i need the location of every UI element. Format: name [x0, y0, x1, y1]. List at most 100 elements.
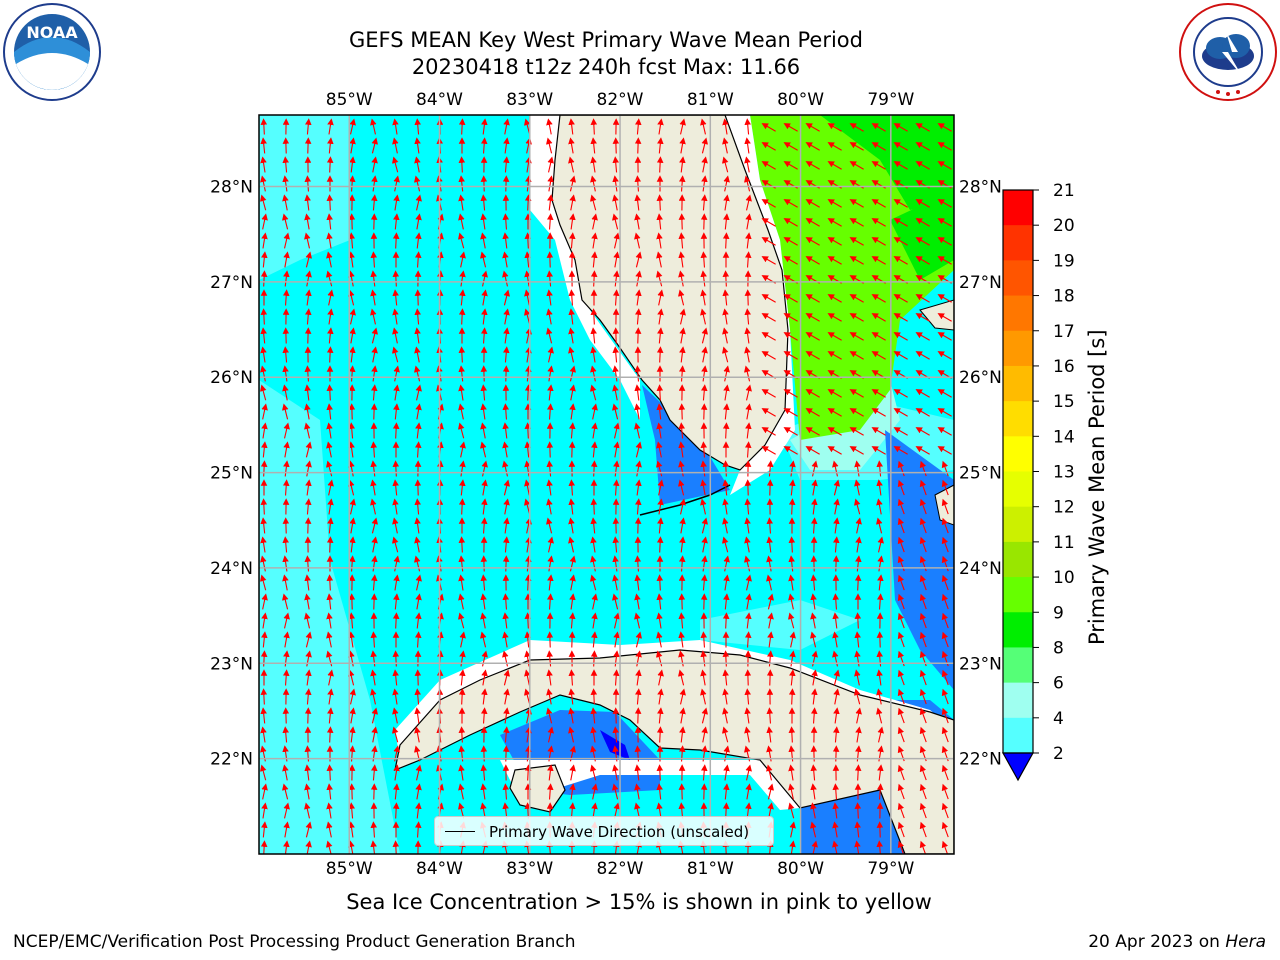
- wave-arrow: [568, 612, 576, 629]
- wave-arrow: [283, 631, 290, 648]
- wave-arrow: [893, 218, 908, 227]
- wave-arrow: [282, 479, 290, 496]
- wave-arrow: [370, 631, 378, 648]
- wave-arrow: [871, 389, 886, 398]
- wave-arrow: [871, 218, 886, 227]
- wave-arrow: [919, 593, 927, 610]
- wave-arrow: [612, 669, 620, 686]
- wave-arrow: [327, 517, 334, 534]
- wave-arrow: [414, 536, 421, 553]
- wave-arrow: [503, 707, 510, 724]
- wave-arrow: [458, 118, 466, 135]
- wave-arrow: [348, 365, 356, 382]
- wave-arrow: [612, 764, 619, 781]
- wave-arrow: [304, 175, 312, 192]
- wave-arrow: [480, 403, 487, 420]
- wave-arrow: [612, 365, 619, 382]
- wave-arrow: [283, 650, 290, 667]
- wave-arrow: [391, 726, 399, 743]
- wave-arrow: [304, 555, 312, 572]
- wave-arrow: [349, 688, 356, 705]
- wave-arrow: [348, 555, 356, 572]
- wave-arrow: [744, 137, 751, 154]
- wave-arrow: [261, 441, 268, 458]
- lon-ticks-bottom: 85°W 84°W 83°W 82°W 81°W 80°W 79°W: [326, 859, 915, 879]
- wave-arrow: [897, 536, 905, 553]
- wave-arrow: [783, 389, 798, 398]
- wave-arrow: [348, 631, 355, 648]
- wave-arrow: [849, 161, 864, 170]
- wave-arrow: [502, 270, 509, 287]
- wave-arrow: [941, 536, 949, 553]
- wave-arrow: [877, 536, 884, 553]
- wave-arrow: [348, 270, 355, 287]
- wave-arrow: [854, 612, 862, 629]
- wave-arrow: [304, 688, 312, 705]
- wave-arrow: [392, 498, 399, 515]
- wave-arrow: [391, 156, 399, 173]
- wave-arrow: [854, 669, 861, 686]
- wave-arrow: [481, 308, 488, 325]
- wave-arrow: [937, 237, 952, 246]
- wave-arrow: [305, 631, 312, 648]
- wave-arrow: [415, 764, 422, 781]
- wave-arrow: [305, 251, 312, 268]
- wave-arrow: [612, 593, 619, 610]
- wave-arrow: [827, 294, 842, 303]
- wave-arrow: [503, 137, 510, 154]
- wave-arrow: [766, 726, 773, 743]
- colorbar-segment: [1003, 612, 1033, 648]
- wave-arrow: [745, 194, 752, 211]
- zone-light-cuba-n: [700, 600, 860, 650]
- colorbar-tick-label: 12: [1053, 498, 1075, 518]
- wave-arrow: [304, 194, 311, 211]
- wave-arrow: [326, 764, 334, 781]
- wave-arrow: [349, 156, 356, 173]
- credit-date: 20 Apr 2023 on: [1088, 932, 1226, 952]
- wave-arrow: [919, 460, 927, 477]
- wave-arrow: [348, 840, 355, 854]
- wave-arrow: [827, 446, 842, 455]
- wave-arrow: [480, 384, 488, 401]
- wave-arrow: [590, 365, 597, 382]
- wave-arrow: [678, 555, 686, 572]
- wave-arrow: [305, 441, 312, 458]
- wave-arrow: [893, 199, 908, 208]
- wave-arrow: [459, 669, 466, 686]
- wave-arrow: [635, 460, 642, 477]
- wave-arrow: [701, 175, 708, 192]
- lat-ticks-right: 28°N 27°N 26°N 25°N 24°N 23°N 22°N: [959, 178, 1002, 770]
- wave-arrow: [723, 403, 730, 420]
- colorbar-segment: [1003, 682, 1033, 719]
- wave-arrow: [849, 427, 864, 436]
- wave-arrow: [259, 574, 267, 591]
- wave-arrow: [590, 650, 598, 667]
- colorbar-tick-label: 10: [1053, 568, 1075, 588]
- noaa-logo-text: NOAA: [26, 23, 78, 42]
- wave-arrow: [783, 446, 798, 455]
- wave-arrow: [897, 726, 905, 743]
- wave-arrow: [679, 118, 686, 135]
- wave-arrow: [414, 498, 422, 515]
- wave-arrow: [635, 289, 642, 306]
- wave-arrow: [634, 365, 642, 382]
- wave-arrow: [568, 536, 575, 553]
- wave-arrow: [634, 688, 642, 705]
- wave-arrow: [656, 726, 664, 743]
- wave-arrow: [524, 384, 532, 401]
- wave-arrow: [805, 332, 820, 341]
- wave-arrow: [349, 707, 356, 724]
- wave-arrow: [634, 213, 641, 230]
- wave-arrow: [788, 574, 795, 591]
- wave-arrow: [915, 446, 930, 455]
- wave-arrow: [827, 427, 842, 436]
- wave-arrow: [590, 270, 598, 287]
- wave-arrow: [371, 726, 378, 743]
- wave-arrow: [849, 446, 864, 455]
- wave-arrow: [392, 802, 400, 819]
- wave-arrow: [326, 194, 334, 211]
- wave-arrow: [635, 650, 642, 667]
- wave-arrow: [459, 289, 466, 306]
- wave-arrow: [612, 289, 620, 306]
- wave-arrow: [524, 650, 531, 667]
